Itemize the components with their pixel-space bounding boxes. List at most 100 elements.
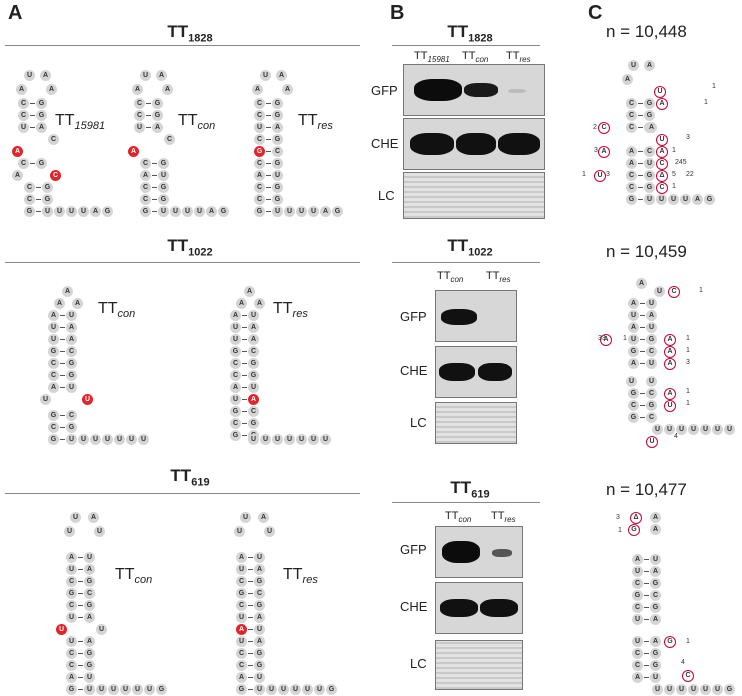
nucleotide: C [140, 194, 151, 205]
blot-gfp [435, 290, 517, 342]
nucleotide: A [664, 358, 676, 370]
row-label-gfp: GFP [400, 542, 427, 557]
row-label-gfp: GFP [400, 309, 427, 324]
nucleotide: G [230, 406, 241, 417]
base-pair-bond [640, 405, 645, 406]
nucleotide: U [700, 424, 711, 435]
base-pair-bond [242, 411, 247, 412]
nucleotide: U [48, 334, 59, 345]
mutation-count: 1 [672, 183, 676, 190]
nucleotide: U [240, 512, 251, 523]
nucleotide: C [626, 122, 637, 133]
variant-label-res: TTres [283, 566, 318, 587]
variant-label-con: TTcon [98, 300, 136, 321]
base-pair-bond [638, 175, 643, 176]
nucleotide: A [664, 388, 676, 400]
nucleotide: A [626, 146, 637, 157]
nucleotide: A [254, 298, 265, 309]
nucleotide: U [254, 552, 265, 563]
base-pair-bond [248, 605, 253, 606]
base-pair-bond [30, 103, 35, 104]
nucleotide: A [140, 170, 151, 181]
nucleotide: U [628, 334, 639, 345]
nucleotide: U [644, 158, 655, 169]
nucleotide: A [598, 146, 610, 158]
nucleotide: C [66, 648, 77, 659]
base-pair-bond [242, 375, 247, 376]
nucleotide: C [668, 286, 680, 298]
nucleotide: C [632, 602, 643, 613]
nucleotide: G [272, 134, 283, 145]
nucleotide: U [266, 684, 277, 695]
section-title-tt1022: TT1022 [167, 236, 213, 259]
nucleotide: A [162, 84, 173, 95]
nucleotide: A [66, 552, 77, 563]
nucleotide: A [236, 298, 247, 309]
nucleotide: U [66, 206, 77, 217]
nucleotide: A [636, 278, 647, 289]
mutation-count: 1 [699, 287, 703, 294]
nucleotide: U [676, 424, 687, 435]
nucleotide: C [656, 158, 668, 170]
nucleotide: G [326, 684, 337, 695]
nucleotide: U [632, 614, 643, 625]
nucleotide: U [134, 122, 145, 133]
nucleotide: C [50, 170, 61, 181]
nucleotide: Δ [656, 170, 668, 182]
lane-label-res: TTres [486, 270, 511, 285]
nucleotide: C [66, 346, 77, 357]
nucleotide: U [646, 436, 658, 448]
nucleotide: U [158, 206, 169, 217]
section-title-tt1828: TT1828 [167, 22, 213, 45]
nucleotide: G [646, 400, 657, 411]
nucleotide: U [120, 684, 131, 695]
nucleotide: C [134, 98, 145, 109]
nucleotide: A [84, 612, 95, 623]
nucleotide: C [140, 158, 151, 169]
base-pair-bond [640, 315, 645, 316]
base-pair-bond [248, 557, 253, 558]
base-pair-bond [146, 115, 151, 116]
nucleotide: A [36, 122, 47, 133]
nucleotide: U [236, 612, 247, 623]
nucleotide: G [650, 602, 661, 613]
base-pair-bond [644, 559, 649, 560]
section-divider [5, 45, 360, 46]
nucleotide: A [40, 70, 51, 81]
nucleotide: U [96, 624, 107, 635]
nucleotide: C [164, 134, 175, 145]
nucleotide: U [664, 424, 675, 435]
nucleotide: A [16, 84, 27, 95]
nucleotide: C [230, 418, 241, 429]
nucleotide: U [66, 612, 77, 623]
base-pair-bond [644, 619, 649, 620]
base-pair-bond [644, 641, 649, 642]
nucleotide: U [652, 684, 663, 695]
nucleotide: C [598, 122, 610, 134]
nucleotide: C [254, 158, 265, 169]
mutation-count: 4 [681, 659, 685, 666]
nucleotide: U [70, 512, 81, 523]
nucleotide: U [650, 672, 661, 683]
nucleotide: G [102, 206, 113, 217]
nucleotide: C [18, 98, 29, 109]
nucleotide: G [158, 182, 169, 193]
nucleotide: A [632, 672, 643, 683]
base-pair-bond [78, 653, 83, 654]
mutation-count: 1 [686, 638, 690, 645]
base-pair-bond [640, 303, 645, 304]
nucleotide: A [692, 194, 703, 205]
blot-lc [435, 640, 523, 690]
nucleotide: U [646, 298, 657, 309]
nucleotide: U [230, 322, 241, 333]
nucleotide: U [66, 382, 77, 393]
base-pair-bond [266, 187, 271, 188]
nucleotide: A [622, 74, 633, 85]
nucleotide: G [140, 206, 151, 217]
nucleotide: C [656, 182, 668, 194]
lane-label-res: TTres [506, 50, 531, 65]
base-pair-bond [242, 435, 247, 436]
nucleotide: C [248, 346, 259, 357]
nucleotide: A [272, 122, 283, 133]
nucleotide: U [248, 310, 259, 321]
